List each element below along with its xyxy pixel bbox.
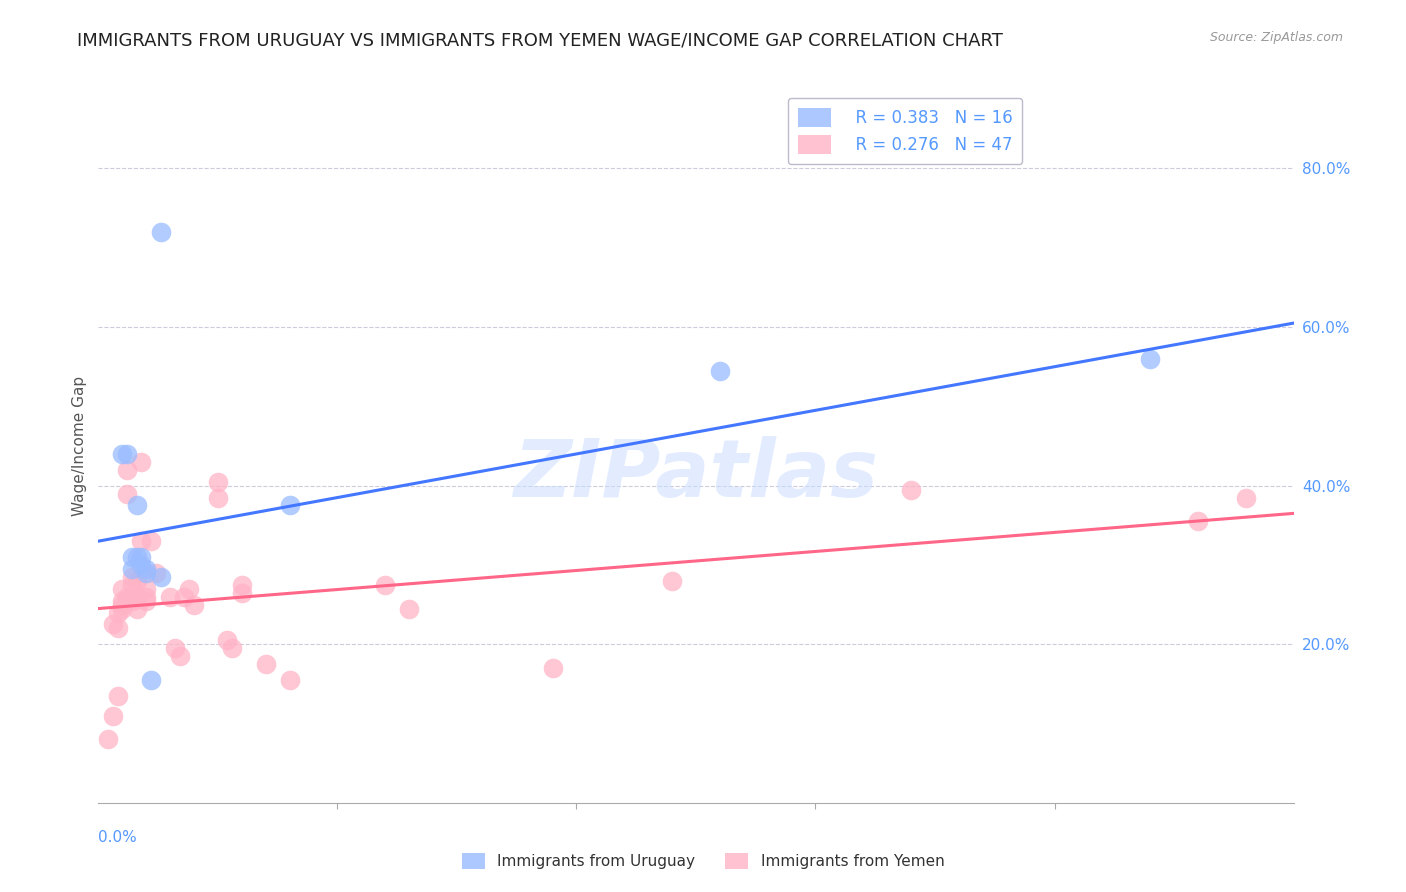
Point: [231, 578, 253, 592]
Point: [217, 633, 239, 648]
Point: [111, 447, 134, 461]
Point: [121, 578, 143, 592]
Point: [101, 617, 124, 632]
Point: [278, 673, 301, 687]
Text: Source: ZipAtlas.com: Source: ZipAtlas.com: [1209, 31, 1343, 45]
Point: [221, 641, 243, 656]
Point: [398, 601, 420, 615]
Point: [145, 566, 167, 580]
Point: [139, 534, 162, 549]
Point: [278, 499, 301, 513]
Legend:   R = 0.383   N = 16,   R = 0.276   N = 47: R = 0.383 N = 16, R = 0.276 N = 47: [787, 97, 1022, 164]
Point: [207, 475, 229, 489]
Point: [131, 455, 153, 469]
Point: [131, 534, 153, 549]
Text: IMMIGRANTS FROM URUGUAY VS IMMIGRANTS FROM YEMEN WAGE/INCOME GAP CORRELATION CHA: IMMIGRANTS FROM URUGUAY VS IMMIGRANTS FR…: [77, 31, 1004, 49]
Point: [163, 641, 186, 656]
Point: [900, 483, 922, 497]
Point: [179, 582, 201, 596]
Point: [207, 491, 229, 505]
Point: [115, 486, 138, 500]
Point: [115, 447, 138, 461]
Point: [111, 601, 134, 615]
Point: [149, 225, 172, 239]
Point: [169, 649, 191, 664]
Point: [173, 590, 195, 604]
Point: [1187, 514, 1209, 528]
Point: [115, 590, 138, 604]
Point: [135, 582, 157, 596]
Point: [111, 598, 134, 612]
Point: [231, 585, 253, 599]
Point: [183, 598, 205, 612]
Point: [135, 562, 157, 576]
Point: [541, 661, 564, 675]
Y-axis label: Wage/Income Gap: Wage/Income Gap: [72, 376, 87, 516]
Point: [661, 574, 683, 588]
Point: [121, 562, 143, 576]
Point: [135, 593, 157, 607]
Point: [107, 621, 129, 635]
Point: [139, 673, 162, 687]
Point: [709, 364, 731, 378]
Point: [121, 593, 143, 607]
Text: ZIPatlas: ZIPatlas: [513, 435, 879, 514]
Point: [1139, 351, 1161, 366]
Point: [111, 593, 134, 607]
Point: [125, 590, 148, 604]
Point: [125, 499, 148, 513]
Point: [254, 657, 277, 671]
Point: [97, 732, 120, 747]
Point: [131, 549, 153, 564]
Point: [107, 606, 129, 620]
Point: [125, 601, 148, 615]
Legend: Immigrants from Uruguay, Immigrants from Yemen: Immigrants from Uruguay, Immigrants from…: [456, 847, 950, 875]
Point: [125, 549, 148, 564]
Point: [125, 574, 148, 588]
Point: [159, 590, 181, 604]
Text: 0.0%: 0.0%: [98, 830, 138, 845]
Point: [121, 570, 143, 584]
Point: [374, 578, 396, 592]
Point: [131, 558, 153, 572]
Point: [149, 570, 172, 584]
Point: [107, 689, 129, 703]
Point: [121, 549, 143, 564]
Point: [101, 708, 124, 723]
Point: [135, 566, 157, 580]
Point: [135, 590, 157, 604]
Point: [1234, 491, 1257, 505]
Point: [111, 582, 134, 596]
Point: [115, 463, 138, 477]
